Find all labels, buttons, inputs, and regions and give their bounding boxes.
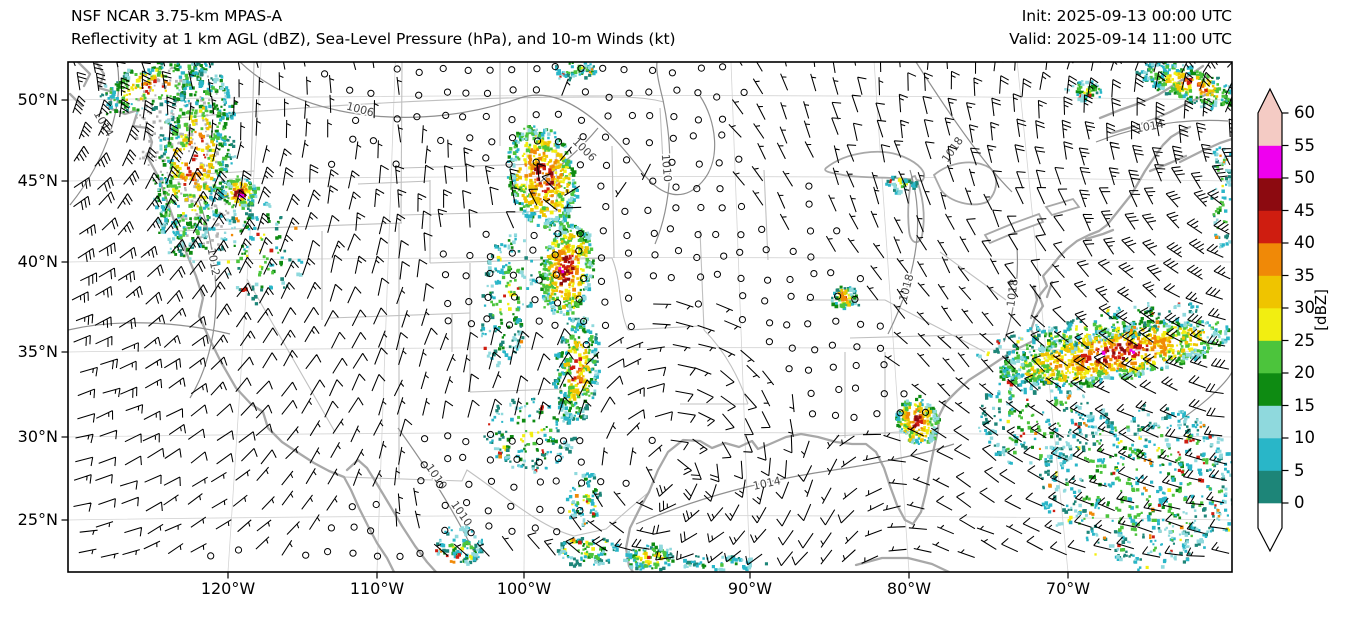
radar-speckle (141, 73, 1217, 560)
colorbar-segment (1258, 275, 1282, 309)
lat-tick-label: 40°N (17, 252, 58, 271)
colorbar-tick-label: 25 (1294, 330, 1315, 350)
isobar-label: 1010 (448, 499, 475, 529)
colorbar-tick-label: 0 (1294, 493, 1305, 512)
terrain-layer (135, 66, 230, 251)
colorbar-tick-label: 35 (1294, 265, 1315, 285)
colorbar-tick-label: 50 (1294, 168, 1315, 187)
lat-tick-label: 35°N (17, 342, 58, 361)
model-title: NSF NCAR 3.75-km MPAS-A (71, 7, 283, 25)
lat-tick-label: 45°N (17, 171, 58, 190)
map-frame (61, 61, 1233, 579)
wind-barbs-layer (71, 62, 1232, 567)
graticule-layer (68, 62, 1232, 572)
colorbar-under-arrow (1258, 503, 1282, 551)
isobar-label: 1018 (1004, 278, 1020, 307)
colorbar-tick-label: 30 (1294, 298, 1315, 317)
lon-tick-label: 70°W (1045, 579, 1091, 598)
radar-speckle (103, 62, 1232, 572)
calm-wind-circles (207, 63, 930, 560)
lon-tick-label: 90°W (727, 579, 773, 598)
colorbar-segment (1258, 210, 1282, 244)
isobar-label: 1014 (1135, 118, 1165, 136)
lon-tick-label: 100°W (496, 579, 552, 598)
lat-tick-label: 50°N (17, 90, 58, 109)
lon-tick-label: 110°W (349, 579, 405, 598)
radar-speckle (125, 72, 1219, 566)
colorbar-over-arrow (1258, 89, 1282, 113)
colorbar-segment (1258, 178, 1282, 211)
isobar-label: 1010 (659, 153, 674, 182)
colorbar-segment (1258, 470, 1282, 504)
lat-tick-label: 30°N (17, 427, 58, 446)
isobar-label: 1018 (897, 273, 917, 303)
colorbar-tick-label: 20 (1294, 363, 1315, 382)
valid-time-label: Valid: 2025-09-14 11:00 UTC (1009, 30, 1232, 48)
colorbar-segment (1258, 373, 1282, 406)
radar-speckle (99, 62, 1232, 572)
colorbar (1257, 87, 1289, 553)
colorbar-tick-label: 15 (1294, 395, 1315, 415)
lon-tick-label: 120°W (200, 579, 256, 598)
colorbar-tick-label: 60 (1294, 103, 1315, 122)
radar-speckle (106, 62, 1232, 572)
radar-layer (99, 62, 1232, 572)
colorbar-tick-label: 5 (1294, 460, 1305, 480)
wind-barbs (71, 62, 1232, 567)
radar-speckle (109, 63, 1232, 569)
lon-tick-label: 80°W (886, 579, 932, 598)
lat-tick-label: 25°N (17, 510, 58, 529)
colorbar-segment (1258, 340, 1282, 374)
colorbar-segment (1258, 113, 1282, 146)
colorbar-segment (1258, 438, 1282, 471)
isobar-label: 1006 (345, 100, 375, 120)
colorbar-tick-label: 40 (1294, 233, 1315, 252)
colorbar-segment (1258, 145, 1282, 179)
colorbar-segment (1258, 243, 1282, 276)
colorbar-segment (1258, 405, 1282, 439)
isobar-label: 1014 (752, 474, 782, 493)
colorbar-tick-label: 55 (1294, 135, 1315, 155)
radar-speckle (238, 193, 1136, 355)
init-time-label: Init: 2025-09-13 00:00 UTC (1021, 7, 1232, 25)
colorbar-segment (1258, 308, 1282, 341)
colorbar-tick-label: 45 (1294, 200, 1315, 220)
colorbar-tick-label: 10 (1294, 428, 1315, 447)
isobar-label: 1018 (939, 135, 966, 165)
product-subtitle: Reflectivity at 1 km AGL (dBZ), Sea-Leve… (71, 30, 676, 48)
